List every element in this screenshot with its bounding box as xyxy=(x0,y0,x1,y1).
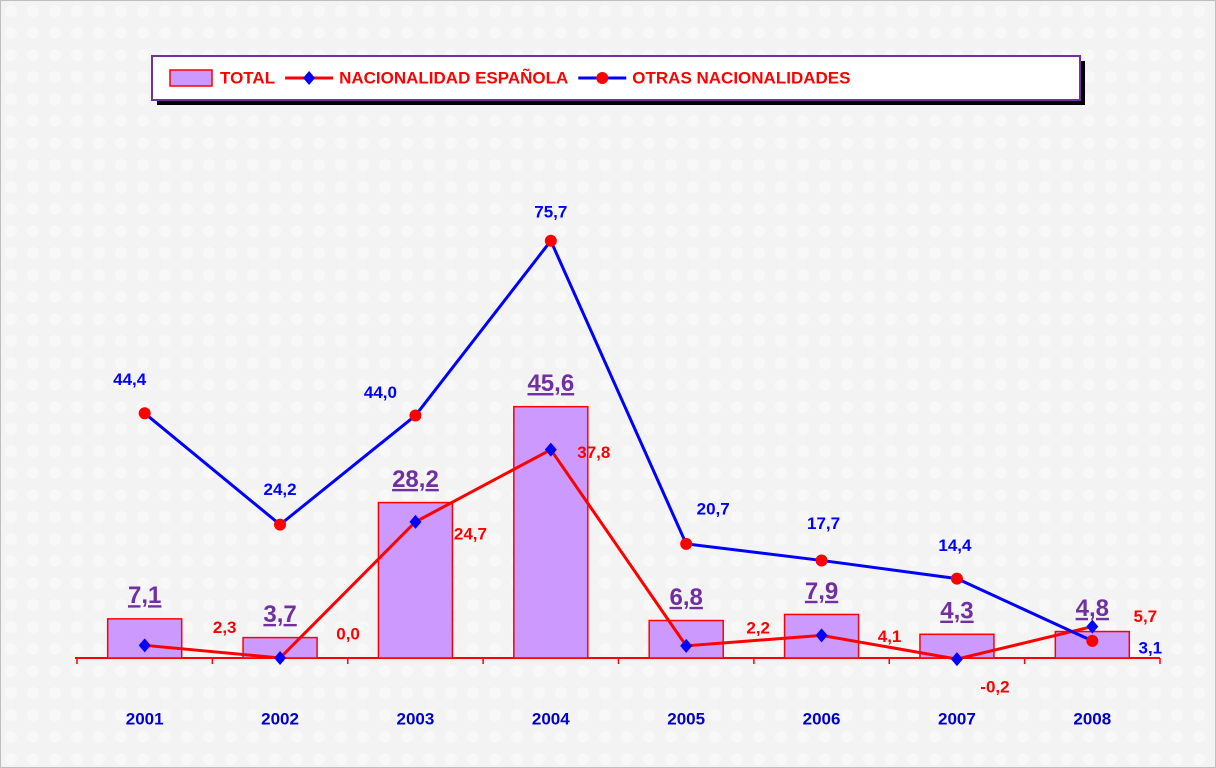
marker xyxy=(950,652,963,667)
x-tick-label: 2008 xyxy=(1073,709,1111,728)
marker xyxy=(1086,634,1099,647)
marker xyxy=(138,638,151,653)
legend-marker xyxy=(596,72,609,84)
line-value-label: 3,1 xyxy=(1138,638,1162,657)
bar-value-label: 7,9 xyxy=(805,578,838,605)
marker xyxy=(815,628,828,643)
legend-marker xyxy=(303,71,316,85)
line-value-label: 44,4 xyxy=(113,370,147,389)
line-value-label: 44,0 xyxy=(364,383,397,402)
line-value-label: 2,2 xyxy=(746,618,770,637)
line xyxy=(144,447,1093,661)
marker xyxy=(138,407,151,420)
bar-value-label: 3,7 xyxy=(263,601,296,628)
marker xyxy=(544,442,557,457)
bar-value-label: 28,2 xyxy=(392,466,439,493)
line-value-label: 4,1 xyxy=(878,627,902,646)
x-tick-label: 2006 xyxy=(803,709,841,728)
marker xyxy=(274,518,287,531)
marker xyxy=(815,554,828,567)
line-value-label: 24,2 xyxy=(264,480,297,499)
bar-value-label: 4,8 xyxy=(1076,595,1109,622)
line-value-label: 5,7 xyxy=(1133,607,1157,626)
x-tick-label: 2005 xyxy=(667,709,705,728)
line-value-label: 20,7 xyxy=(697,499,730,518)
legend: TOTAL NACIONALIDAD ESPAÑOLA OTRAS NACIONAL… xyxy=(151,55,1085,105)
legend-label: OTRAS NACIONALIDADES xyxy=(632,68,850,87)
marker xyxy=(409,409,422,422)
x-tick-label: 2003 xyxy=(397,709,435,728)
line-value-label: 2,3 xyxy=(213,618,237,637)
line-value-label: -0,2 xyxy=(980,678,1009,697)
x-tick-label: 2001 xyxy=(126,709,164,728)
marker xyxy=(680,537,693,550)
line xyxy=(143,237,1093,643)
legend-label: NACIONALIDAD ESPAÑOLA xyxy=(339,67,568,87)
line-value-label: 0,0 xyxy=(336,624,360,643)
bar-value-label: 4,3 xyxy=(940,598,973,625)
line-value-label: 14,4 xyxy=(938,536,972,555)
line-value-label: 17,7 xyxy=(807,514,840,533)
marker xyxy=(680,638,693,653)
legend-swatch xyxy=(169,69,213,87)
line-value-label: 37,8 xyxy=(577,443,610,462)
marker xyxy=(544,234,557,247)
marker xyxy=(409,514,422,529)
x-tick-label: 2004 xyxy=(532,709,570,728)
x-tick-label: 2007 xyxy=(938,709,976,728)
bar-value-label: 6,8 xyxy=(670,584,703,611)
marker xyxy=(950,572,963,585)
bar-value-label: 45,6 xyxy=(527,370,574,397)
x-tick-label: 2002 xyxy=(261,709,299,728)
legend-label: TOTAL xyxy=(220,68,275,87)
marker xyxy=(274,650,287,665)
bar-value-label: 7,1 xyxy=(128,582,161,609)
line-value-label: 24,7 xyxy=(454,524,487,543)
line-value-label: 75,7 xyxy=(534,202,567,221)
marker xyxy=(1086,619,1099,634)
